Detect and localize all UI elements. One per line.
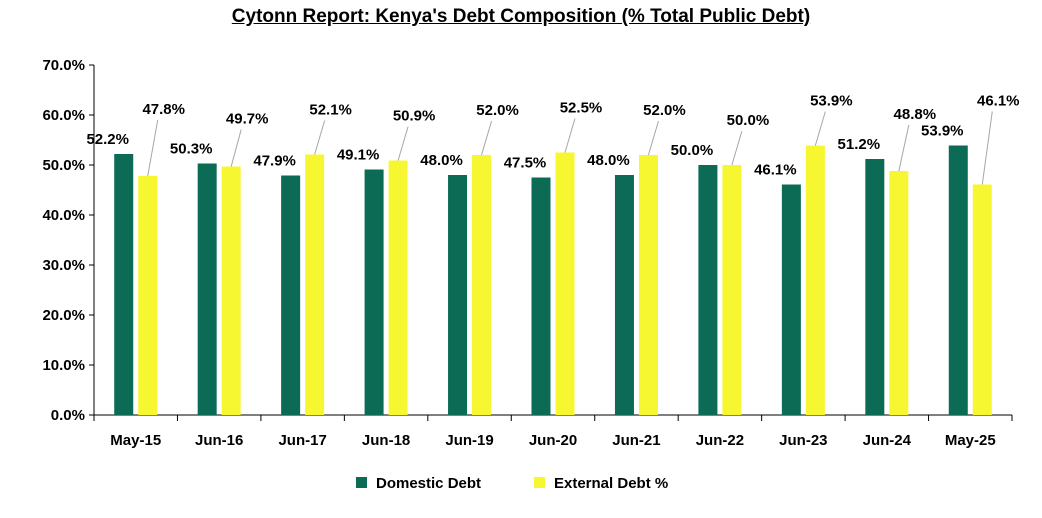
bar-domestic-debt [197,163,217,415]
leader-line [314,120,326,155]
data-label-external: 52.1% [309,102,352,119]
x-tick-label: May-25 [945,432,996,449]
data-label-external: 49.7% [226,111,269,128]
data-label-domestic: 46.1% [754,162,797,179]
y-tick-label: 50.0% [42,157,85,174]
bar-external-debt [138,176,158,415]
bar-domestic-debt [614,175,634,415]
leader-line [981,111,993,185]
y-tick-label: 30.0% [42,257,85,274]
data-label-domestic: 47.5% [504,155,547,172]
bar-domestic-debt [781,184,801,415]
y-tick-label: 70.0% [42,57,85,74]
data-label-external: 53.9% [810,93,853,110]
bar-domestic-debt [531,177,551,415]
bar-external-debt [972,184,992,415]
bar-external-debt [221,166,241,415]
x-tick-label: Jun-24 [863,432,912,449]
leader-line [647,120,659,156]
bar-external-debt [805,145,825,415]
data-label-external: 48.8% [894,106,937,123]
leader-line [814,111,826,146]
data-label-domestic: 50.0% [671,142,714,159]
bar-external-debt [555,152,575,415]
x-tick-label: May-15 [110,432,161,449]
data-label-domestic: 50.3% [170,141,213,158]
data-label-external: 52.5% [560,100,603,117]
data-label-domestic: 51.2% [838,136,881,153]
y-tick-label: 60.0% [42,107,85,124]
y-tick-label: 40.0% [42,207,85,224]
data-label-domestic: 53.9% [921,123,964,140]
data-label-external: 52.0% [476,102,519,119]
bar-domestic-debt [448,175,468,415]
bar-domestic-debt [698,165,718,415]
data-label-external: 47.8% [142,101,185,118]
legend-label-external: External Debt % [554,475,668,492]
data-label-external: 50.0% [727,112,770,129]
y-tick-label: 10.0% [42,357,85,374]
bar-domestic-debt [948,145,968,415]
leader-line [397,126,409,161]
x-tick-label: Jun-19 [445,432,493,449]
x-tick-label: Jun-22 [696,432,744,449]
y-tick-label: 20.0% [42,307,85,324]
legend-swatch-external [534,477,545,488]
bar-external-debt [722,165,742,415]
data-label-external: 50.9% [393,108,436,125]
bar-domestic-debt [364,169,384,415]
bar-external-debt [638,155,658,415]
x-tick-label: Jun-18 [362,432,410,449]
bar-external-debt [305,154,325,415]
leader-line [147,119,159,177]
data-label-domestic: 52.2% [86,131,129,148]
data-label-domestic: 49.1% [337,147,380,164]
bar-domestic-debt [114,154,134,415]
bar-external-debt [472,155,492,415]
x-tick-label: Jun-21 [612,432,660,449]
y-tick-label: 0.0% [51,407,85,424]
x-tick-label: Jun-17 [278,432,326,449]
data-label-external: 46.1% [977,93,1020,110]
legend-label-domestic: Domestic Debt [376,475,481,492]
bar-external-debt [388,160,408,415]
x-tick-label: Jun-23 [779,432,827,449]
leader-line [564,118,576,153]
leader-line [481,120,493,156]
bar-external-debt [889,171,909,415]
x-tick-label: Jun-20 [529,432,577,449]
bar-domestic-debt [865,159,885,415]
bar-domestic-debt [281,175,301,415]
data-label-external: 52.0% [643,102,686,119]
x-tick-label: Jun-16 [195,432,243,449]
chart-title: Cytonn Report: Kenya's Debt Composition … [231,6,811,27]
data-label-domestic: 48.0% [420,152,463,169]
leader-line [230,129,242,167]
legend-swatch-domestic [356,477,367,488]
data-label-domestic: 48.0% [587,152,630,169]
data-label-domestic: 47.9% [253,153,296,170]
leader-line [731,130,743,166]
leader-line [898,124,910,172]
